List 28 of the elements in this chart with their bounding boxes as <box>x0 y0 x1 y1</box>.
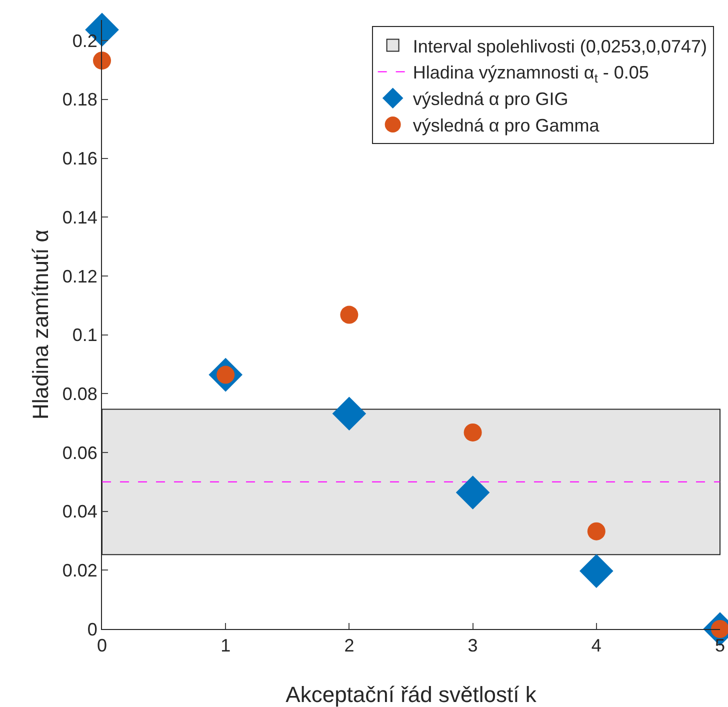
point <box>340 306 358 324</box>
point <box>332 396 366 431</box>
point <box>456 476 490 510</box>
x-tick-label: 3 <box>468 636 478 656</box>
y-tick-label: 0 <box>87 619 98 640</box>
y-tick-label: 0.14 <box>62 207 98 228</box>
point <box>580 554 614 588</box>
legend-label: Interval spolehlivosti (0,0253,0,0747) <box>412 36 708 56</box>
y-tick-label: 0.2 <box>72 30 98 51</box>
point <box>464 423 482 442</box>
x-tick-label: 4 <box>591 636 602 656</box>
y-tick-label: 0.18 <box>62 90 98 110</box>
y-tick-label: 0.02 <box>62 560 98 580</box>
x-tick-label: 1 <box>220 636 231 656</box>
y-tick-label: 0.1 <box>72 325 98 346</box>
x-tick-label: 2 <box>344 636 354 656</box>
point <box>93 52 111 70</box>
y-tick-label: 0.04 <box>62 502 98 522</box>
y-tick-label: 0.12 <box>62 266 98 286</box>
y-tick-label: 0.08 <box>62 384 98 404</box>
y-tick-label: 0.06 <box>62 442 98 463</box>
point <box>587 522 606 540</box>
x-axis-title: Akceptační řád světlostí k <box>286 682 538 707</box>
y-axis-title: Hladina zamítnutí α <box>28 229 53 420</box>
y-tick-label: 0.16 <box>62 148 98 169</box>
legend-label: výsledná α pro Gamma <box>412 116 600 136</box>
legend-label: výsledná α pro GIG <box>412 89 568 110</box>
legend-label: Hladina významnosti α$_{t}$ - 0.05 <box>412 62 649 86</box>
